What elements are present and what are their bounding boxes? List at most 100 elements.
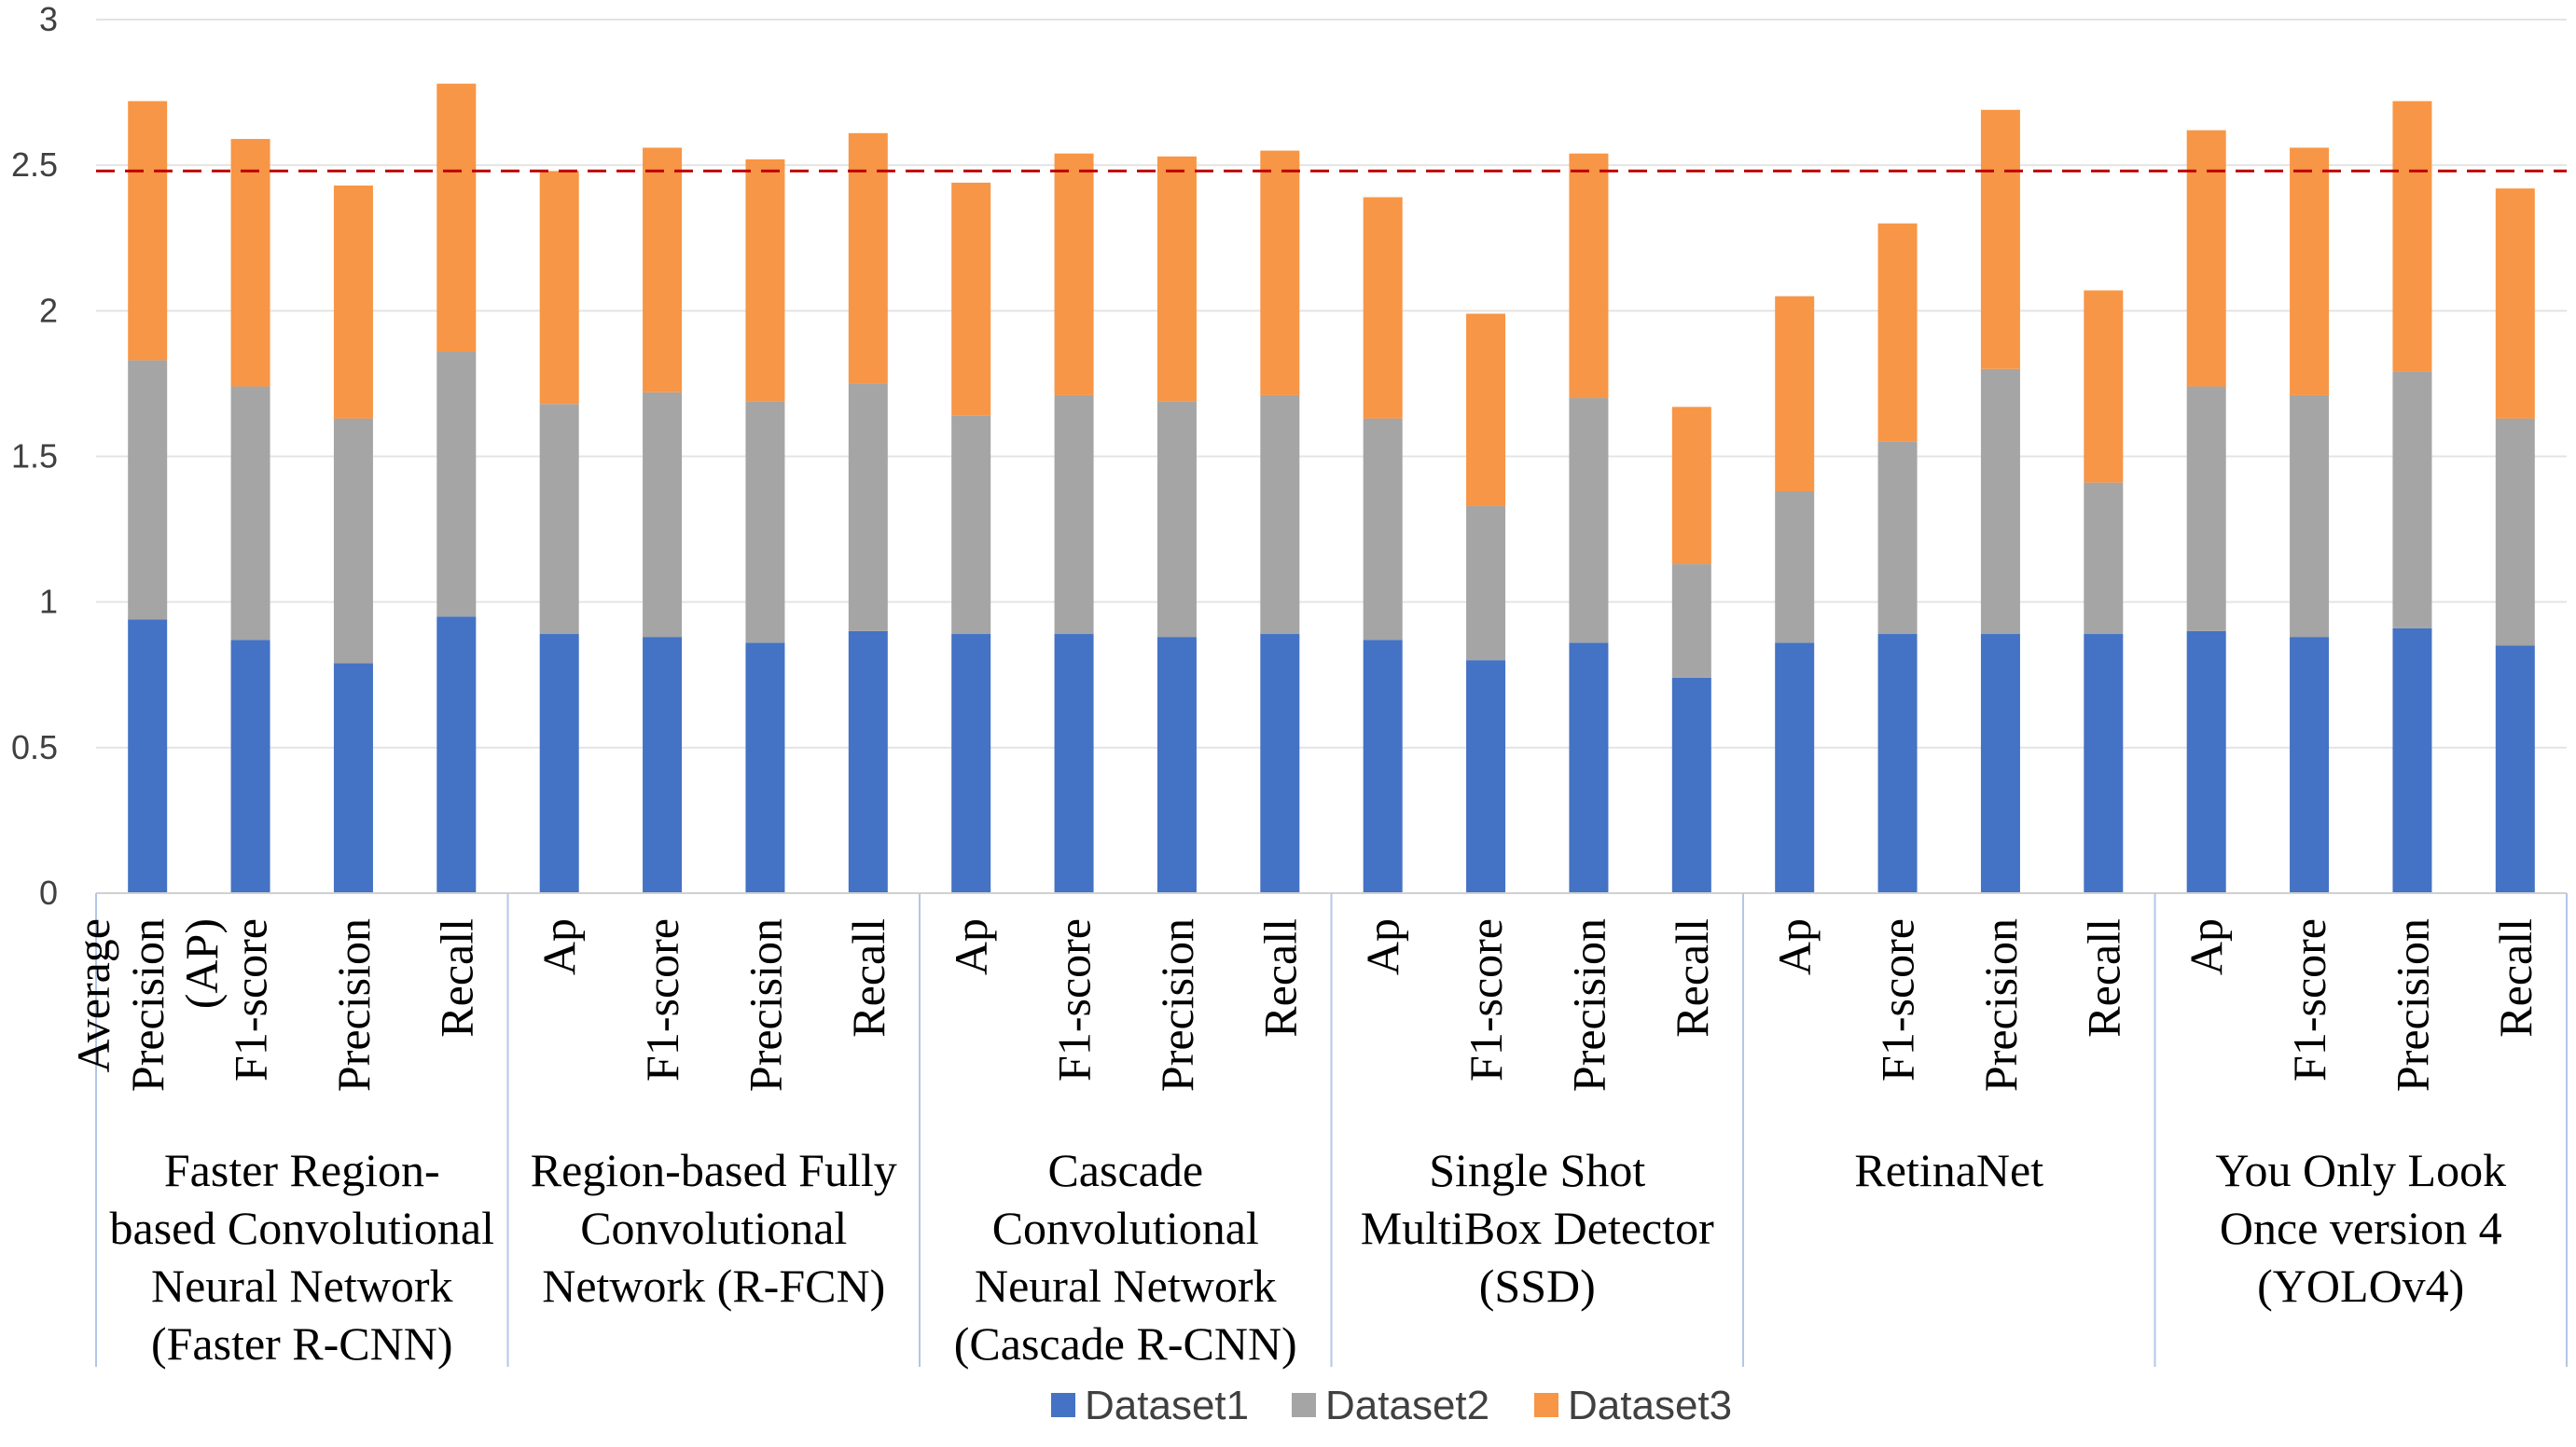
category-label: Recall — [1253, 918, 1306, 1038]
bar-segment-dataset2 — [1775, 490, 1815, 643]
legend: Dataset1 Dataset2 Dataset3 — [1051, 1383, 1732, 1428]
bar-segment-dataset1 — [1466, 660, 1506, 893]
bar-segment-dataset3 — [230, 139, 270, 387]
bar-segment-dataset1 — [643, 637, 683, 893]
bar-segment-dataset3 — [1466, 313, 1506, 506]
bar-segment-dataset2 — [2186, 386, 2226, 631]
category-label: Ap — [2181, 918, 2233, 975]
group-label: based Convolutional — [110, 1202, 494, 1254]
bar-segment-dataset1 — [1775, 642, 1815, 893]
bar-segment-dataset1 — [2290, 637, 2330, 893]
bar-segment-dataset3 — [333, 186, 373, 419]
category-label: Ap — [945, 918, 997, 975]
bar-segment-dataset3 — [951, 182, 991, 416]
category-label: Recall — [1666, 918, 1718, 1038]
group-label: Network (R-FCN) — [542, 1260, 885, 1312]
bar-segment-dataset3 — [1363, 197, 1403, 419]
group-label: (Cascade R-CNN) — [954, 1317, 1297, 1370]
legend-swatch-dataset2 — [1292, 1393, 1316, 1417]
bar-segment-dataset2 — [2392, 371, 2432, 628]
bar-segment-dataset3 — [436, 83, 477, 352]
group-label: (SSD) — [1479, 1260, 1596, 1312]
category-label: F1-score — [1048, 918, 1101, 1082]
bar-segment-dataset3 — [745, 158, 785, 402]
legend-swatch-dataset1 — [1051, 1393, 1075, 1417]
category-label: F1-score — [1872, 918, 1924, 1082]
bar-segment-dataset2 — [1980, 368, 2020, 635]
category-label: Ap — [533, 918, 586, 975]
legend-label-dataset2: Dataset2 — [1325, 1383, 1489, 1428]
bar-segment-dataset2 — [951, 415, 991, 635]
group-label: Convolutional — [992, 1202, 1259, 1254]
category-label: F1-score — [225, 918, 277, 1082]
legend-swatch-dataset3 — [1534, 1393, 1558, 1417]
bar-segment-dataset2 — [1156, 401, 1197, 638]
category-label: F1-score — [636, 918, 688, 1082]
bar-segment-dataset1 — [1156, 637, 1197, 893]
bar-segment-dataset2 — [436, 351, 477, 617]
bar-segment-dataset2 — [230, 386, 270, 641]
bar-segment-dataset2 — [745, 401, 785, 643]
group-label: Once version 4 — [2220, 1202, 2502, 1254]
bar-segment-dataset2 — [643, 392, 683, 638]
y-tick-label: 2 — [39, 291, 58, 329]
bar-segment-dataset1 — [539, 634, 579, 893]
y-tick-label: 0.5 — [11, 728, 58, 766]
bar-segment-dataset3 — [1260, 150, 1300, 395]
bar-segment-dataset1 — [1363, 640, 1403, 893]
bar-segment-dataset1 — [745, 642, 785, 893]
bar-segment-dataset2 — [1260, 394, 1300, 635]
category-label: Precision — [327, 918, 380, 1092]
category-label: Average — [67, 918, 119, 1073]
bar-segment-dataset3 — [2495, 188, 2535, 419]
bar-segment-dataset1 — [1054, 634, 1094, 893]
y-tick-label: 3 — [39, 0, 58, 38]
bar-segment-dataset1 — [1980, 634, 2020, 893]
bar-segment-dataset1 — [230, 640, 270, 893]
category-label: F1-score — [2283, 918, 2335, 1082]
bar-segment-dataset1 — [951, 634, 991, 893]
legend-label-dataset1: Dataset1 — [1085, 1383, 1249, 1428]
category-label: Recall — [842, 918, 894, 1038]
group-label: MultiBox Detector — [1361, 1202, 1714, 1254]
category-label: (AP) — [175, 918, 228, 1009]
bar-segment-dataset1 — [848, 630, 888, 893]
category-label: Ap — [1357, 918, 1409, 975]
y-axis-ticks: 0 0.5 1 1.5 2 2.5 3 — [11, 0, 58, 912]
bar-segment-dataset1 — [2392, 627, 2432, 893]
x-axis: Average Precision (AP)F1-score Precision Rec… — [67, 892, 2568, 1370]
bar-segment-dataset3 — [1569, 153, 1609, 399]
bars — [128, 83, 2535, 893]
bar-segment-dataset2 — [333, 418, 373, 664]
bar-segment-dataset3 — [1156, 156, 1197, 402]
group-label: Faster Region- — [164, 1144, 440, 1196]
bar-segment-dataset1 — [1671, 677, 1711, 893]
category-label: Precision — [1562, 918, 1614, 1092]
bar-segment-dataset3 — [539, 171, 579, 405]
bar-segment-dataset1 — [333, 663, 373, 893]
bar-segment-dataset3 — [2392, 101, 2432, 372]
bar-segment-dataset2 — [2495, 418, 2535, 646]
bar-segment-dataset2 — [848, 383, 888, 631]
legend-label-dataset3: Dataset3 — [1568, 1383, 1732, 1428]
group-label: Neural Network — [151, 1260, 453, 1312]
group-label: (YOLOv4) — [2257, 1260, 2464, 1312]
bar-segment-dataset3 — [2084, 290, 2124, 483]
bar-segment-dataset1 — [1260, 634, 1300, 893]
category-label: Recall — [430, 918, 482, 1038]
group-label: (Faster R-CNN) — [151, 1317, 453, 1370]
bar-segment-dataset1 — [128, 619, 168, 893]
bar-segment-dataset2 — [539, 404, 579, 635]
category-label: Ap — [1768, 918, 1821, 975]
bar-segment-dataset3 — [848, 132, 888, 384]
bar-segment-dataset3 — [1671, 407, 1711, 565]
category-label: F1-score — [1460, 918, 1512, 1082]
bar-segment-dataset1 — [1877, 634, 1918, 893]
bar-segment-dataset2 — [128, 360, 168, 620]
bar-segment-dataset3 — [2290, 147, 2330, 395]
group-label: Single Shot — [1429, 1144, 1645, 1196]
category-label: Precision — [739, 918, 791, 1092]
bar-segment-dataset2 — [1671, 564, 1711, 678]
bar-segment-dataset2 — [1054, 394, 1094, 635]
bar-segment-dataset1 — [2186, 630, 2226, 893]
